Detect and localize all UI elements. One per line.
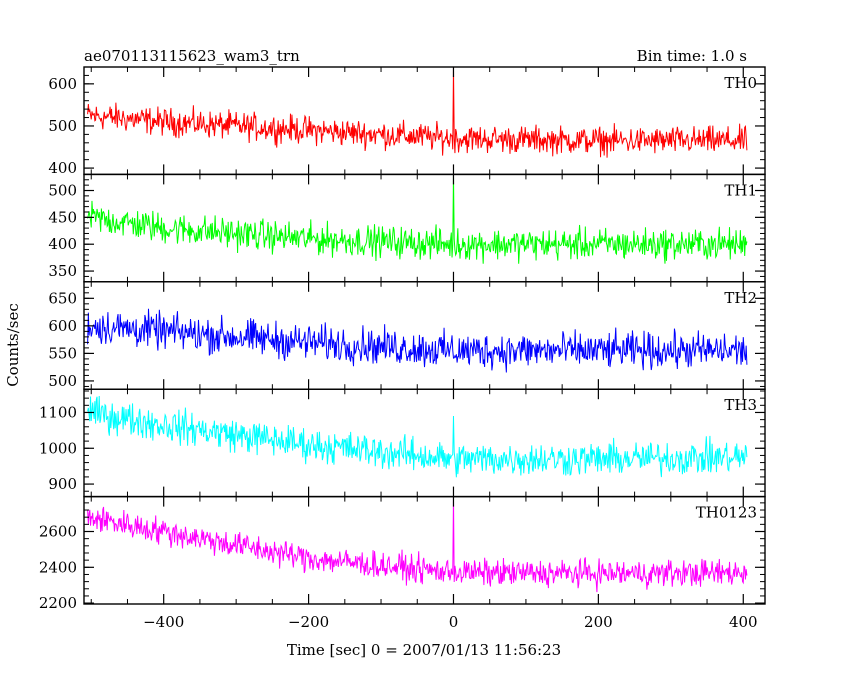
- panel-frame: [83, 173, 766, 283]
- y-axis-title: Counts/sec: [4, 303, 22, 387]
- y-tick-label: 400: [48, 159, 77, 177]
- panel-label-th1: TH1: [724, 181, 757, 199]
- x-tick-labels: −400 −200 0 200 400: [143, 613, 757, 631]
- chart-title: ae070113115623_wam3_trn: [84, 47, 300, 65]
- series-line-th2: [87, 308, 748, 373]
- panel-frame: [83, 388, 766, 498]
- panel-frame: [83, 281, 766, 390]
- panel-th3: 900 1000 1100 TH3: [39, 388, 766, 498]
- x-tick-label: 200: [584, 613, 613, 631]
- panel-th2: 500 550 600 650 TH2: [48, 281, 766, 390]
- y-tick-label: 400: [48, 235, 77, 253]
- panel-th1: 350 400 450 500 TH1: [48, 173, 766, 283]
- x-tick-label: −200: [288, 613, 329, 631]
- panel-label-th0123: TH0123: [696, 504, 757, 522]
- series-line-th0123: [87, 496, 748, 593]
- panel-th0123: 2200 2400 2600 TH0123: [39, 495, 766, 612]
- x-axis-title: Time [sec] 0 = 2007/01/13 11:56:23: [287, 641, 561, 659]
- y-tick-label: 450: [48, 208, 77, 226]
- x-tick-label: −400: [143, 613, 184, 631]
- y-tick-label: 500: [48, 372, 77, 390]
- x-tick-label: 400: [729, 613, 758, 631]
- panel-frame: [83, 495, 766, 605]
- y-tick-label: 1100: [39, 403, 77, 421]
- y-tick-label: 600: [48, 75, 77, 93]
- x-tick-label: 0: [449, 613, 459, 631]
- y-tick-label: 2400: [39, 558, 77, 576]
- y-tick-label: 2200: [39, 594, 77, 612]
- panel-th0: 400 500 600 TH0: [48, 66, 766, 177]
- y-tick-label: 500: [48, 117, 77, 135]
- panel-label-th0: TH0: [724, 74, 757, 92]
- panel-label-th2: TH2: [724, 289, 757, 307]
- y-tick-label: 600: [48, 317, 77, 335]
- panel-label-th3: TH3: [724, 396, 757, 414]
- series-line-th1: [87, 174, 748, 264]
- y-tick-label: 650: [48, 289, 77, 307]
- y-tick-label: 550: [48, 344, 77, 362]
- series-line-th0: [87, 67, 748, 158]
- y-tick-label: 2600: [39, 523, 77, 541]
- bin-time-label: Bin time: 1.0 s: [637, 47, 747, 65]
- series-line-th3: [87, 395, 748, 478]
- y-tick-label: 500: [48, 182, 77, 200]
- panels-group: 400 500 600 TH0 350 400 450 500 TH1 500 550 600 650 T…: [39, 66, 766, 612]
- y-tick-label: 900: [48, 475, 77, 493]
- y-tick-label: 350: [48, 262, 77, 280]
- y-tick-label: 1000: [39, 439, 77, 457]
